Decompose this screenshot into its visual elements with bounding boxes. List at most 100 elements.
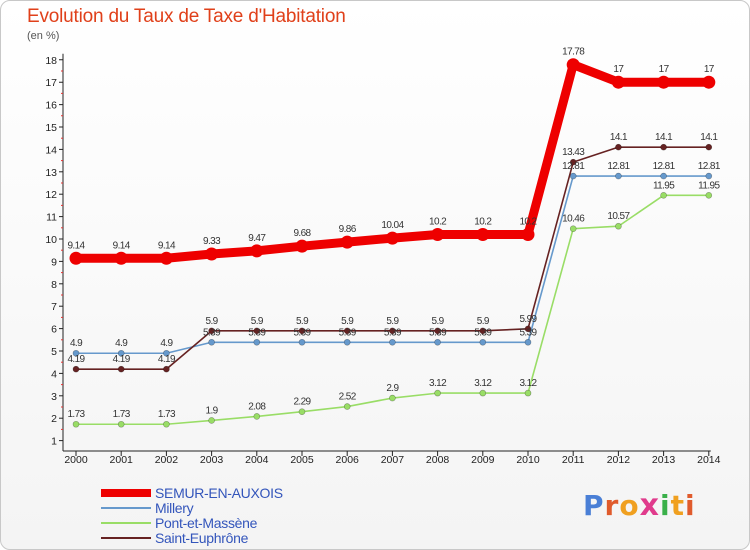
- data-label: 14.1: [700, 132, 718, 143]
- data-label: 12.81: [698, 161, 721, 172]
- y-tick-label: 5: [51, 346, 57, 358]
- data-point: [163, 420, 170, 428]
- brand-letter: P: [583, 489, 605, 522]
- data-label: 1.73: [113, 409, 131, 420]
- data-label: 14.1: [655, 132, 673, 143]
- data-point: [253, 327, 261, 335]
- x-tick-label: 2013: [652, 454, 676, 466]
- data-label: 2.52: [339, 392, 357, 403]
- data-point: [702, 75, 716, 89]
- x-tick-label: 2010: [516, 454, 540, 466]
- data-point: [117, 349, 125, 357]
- data-label: 17: [613, 64, 624, 75]
- data-point: [569, 172, 577, 180]
- data-point: [295, 239, 309, 253]
- data-point: [117, 420, 125, 428]
- chart-title: Evolution du Taux de Taxe d'Habitation: [27, 6, 346, 27]
- data-label: 17: [704, 64, 715, 75]
- legend-label: Saint-Euphrône: [155, 530, 249, 546]
- y-tick-label: 2: [51, 413, 57, 425]
- data-point: [385, 231, 399, 245]
- data-point: [205, 247, 219, 261]
- data-point: [611, 75, 625, 89]
- data-point: [705, 143, 713, 151]
- data-point: [163, 365, 170, 373]
- y-tick-label: 12: [45, 189, 57, 201]
- chart-unit: (en %): [27, 30, 60, 42]
- data-label: 10.2: [519, 217, 537, 228]
- x-tick-label: 2006: [336, 454, 360, 466]
- data-label: 4.19: [67, 354, 85, 365]
- data-label: 4.9: [115, 338, 128, 349]
- data-label: 3.12: [519, 378, 537, 389]
- y-tick-label: 8: [51, 279, 57, 291]
- data-point: [250, 244, 264, 258]
- data-point: [479, 327, 487, 335]
- legend-swatch: [101, 537, 151, 539]
- brand-letter: t: [670, 489, 685, 522]
- data-point: [253, 413, 261, 420]
- data-point: [340, 235, 354, 249]
- y-tick-label: 1: [51, 436, 57, 448]
- data-label: 17: [659, 64, 670, 75]
- y-tick-label: 13: [45, 167, 57, 179]
- series-layer: [69, 58, 716, 428]
- data-point: [660, 192, 667, 199]
- y-tick-label: 10: [45, 234, 57, 246]
- y-tick-label: 7: [51, 301, 57, 313]
- data-point: [660, 143, 667, 151]
- brand-letter: i: [659, 489, 671, 522]
- data-point: [521, 228, 535, 242]
- data-point: [159, 251, 173, 265]
- x-tick-label: 2001: [110, 454, 134, 466]
- data-point: [253, 338, 261, 346]
- data-label: 12.81: [562, 161, 585, 172]
- data-label: 10.04: [381, 220, 404, 231]
- data-label: 10.2: [429, 217, 447, 228]
- data-point: [389, 338, 396, 346]
- legend-swatch: [101, 522, 151, 524]
- data-label: 11.95: [698, 180, 720, 191]
- data-label: 12.81: [607, 161, 630, 172]
- data-label: 9.14: [113, 240, 131, 251]
- data-label: 14.1: [610, 132, 628, 143]
- x-tick-label: 2000: [64, 454, 88, 466]
- data-label: 5.39: [384, 327, 402, 338]
- data-label: 5.99: [519, 314, 537, 325]
- y-tick-label: 11: [46, 212, 57, 224]
- data-point: [434, 338, 441, 346]
- data-point: [524, 338, 532, 346]
- series-millery: [72, 172, 713, 357]
- data-point: [69, 251, 83, 265]
- data-point: [615, 222, 622, 230]
- data-label: 9.14: [158, 240, 176, 251]
- data-point: [208, 338, 215, 346]
- data-point: [705, 172, 713, 180]
- data-label: 10.57: [607, 211, 630, 222]
- data-label: 13.43: [562, 147, 585, 158]
- x-tick-label: 2008: [426, 454, 450, 466]
- data-label: 5.39: [519, 327, 537, 338]
- x-tick-label: 2004: [245, 454, 269, 466]
- brand-letter: X: [639, 488, 660, 523]
- y-tick-label: 14: [45, 144, 57, 156]
- data-label: 10.2: [474, 217, 492, 228]
- proxiti-logo: ProXiti: [583, 488, 696, 523]
- data-label: 5.9: [386, 316, 399, 327]
- data-point: [298, 338, 306, 346]
- data-label: 4.19: [113, 354, 131, 365]
- data-label: 2.9: [386, 383, 399, 394]
- data-point: [476, 228, 490, 242]
- x-tick-label: 2005: [290, 454, 314, 466]
- data-point: [657, 75, 671, 89]
- data-point: [479, 338, 487, 346]
- data-point: [660, 172, 667, 180]
- data-point: [566, 58, 580, 72]
- data-point: [389, 394, 396, 402]
- data-point: [705, 192, 713, 199]
- data-point: [72, 365, 80, 373]
- legend-label: SEMUR-EN-AUXOIS: [155, 485, 283, 501]
- data-point: [434, 327, 441, 335]
